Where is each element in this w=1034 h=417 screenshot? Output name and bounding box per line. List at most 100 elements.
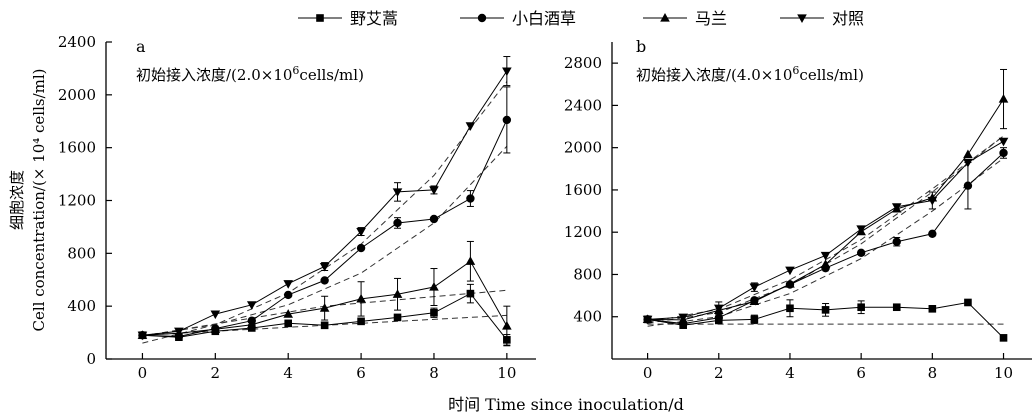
series-circle [643, 147, 1008, 328]
data-point [319, 262, 330, 272]
legend-label: 小白酒草 [512, 9, 576, 28]
data-point [356, 293, 366, 303]
x-tick-label: 2 [714, 364, 724, 382]
x-axis-label: 时间 Time since inoculation/d [448, 395, 684, 414]
data-point [246, 319, 257, 329]
legend-label: 马兰 [695, 9, 727, 28]
data-point [466, 289, 475, 298]
data-point [714, 313, 723, 322]
y-tick-label: 1200 [58, 192, 96, 210]
data-point [963, 181, 973, 190]
data-point [642, 315, 653, 325]
y-tick-label: 800 [67, 244, 96, 262]
data-point [392, 289, 403, 298]
data-point [502, 67, 512, 77]
y-axis-label-english: Cell concentration/(× 10⁴ cells/ml) [30, 68, 48, 331]
y-tick-label: 2000 [564, 139, 602, 157]
data-point [785, 278, 795, 288]
x-tick-label: 0 [643, 364, 653, 382]
data-point [928, 229, 937, 238]
y-tick-label: 2400 [58, 33, 96, 51]
series-line [647, 140, 1004, 320]
series-triangle-up [642, 68, 1009, 324]
data-point [284, 319, 293, 328]
data-point [856, 248, 866, 258]
legend-entry: 野艾蒿 [298, 9, 398, 28]
panel-letter: b [636, 37, 646, 56]
data-point [174, 327, 184, 337]
data-point [963, 149, 973, 159]
legend: 野艾蒿 小白酒草 马兰 对照 [298, 9, 864, 28]
data-point [928, 305, 937, 313]
series-triangle-down [642, 137, 1009, 325]
x-tick-label: 8 [928, 364, 938, 382]
x-tick-label: 6 [856, 364, 866, 382]
legend-entry: 对照 [780, 9, 864, 28]
data-point [892, 303, 901, 312]
data-point [429, 282, 439, 291]
panel-annotation: 初始接入浓度/(4.0×106cells/ml) [636, 64, 864, 84]
data-point [137, 331, 148, 341]
y-tick-label: 2800 [564, 54, 602, 72]
data-point [749, 296, 760, 306]
x-tick-label: 8 [429, 364, 439, 382]
x-tick-label: 0 [138, 364, 148, 382]
data-point [820, 259, 831, 269]
y-tick-label: 0 [86, 350, 96, 368]
x-tick-label: 10 [497, 364, 516, 382]
data-point [284, 290, 293, 300]
legend-marker [477, 13, 487, 23]
data-point [210, 324, 221, 333]
legend-entry: 马兰 [643, 9, 727, 28]
data-point [319, 303, 330, 312]
y-tick-label: 1600 [564, 181, 602, 199]
data-point [820, 251, 831, 261]
series-triangle-down [137, 56, 512, 341]
y-tick-label: 2000 [58, 86, 96, 104]
panel-annotation: 初始接入浓度/(2.0×106cells/ml) [136, 64, 364, 84]
fit-curve [142, 81, 508, 344]
data-point [210, 310, 221, 320]
legend-marker [316, 14, 324, 22]
panel-b: 400 800 1200 1600 2000 2400 2800 0 2 4 6 8 10 b 初始接入浓度… [564, 37, 1032, 382]
series-square [643, 298, 1008, 342]
data-point [856, 225, 866, 235]
series-triangle-up [137, 240, 512, 347]
data-point [465, 122, 476, 131]
data-point [786, 304, 794, 313]
y-tick-label: 400 [573, 308, 602, 326]
data-point [320, 276, 329, 285]
x-tick-label: 4 [785, 364, 795, 382]
data-point [750, 315, 759, 324]
x-tick-label: 2 [211, 364, 221, 382]
data-point [999, 334, 1008, 342]
fit-curve [647, 135, 1004, 324]
data-point [357, 317, 365, 326]
panel-letter: a [136, 37, 146, 56]
data-point [998, 94, 1009, 103]
legend-marker [797, 14, 807, 23]
data-point [713, 304, 724, 314]
panel-a: 0 400 800 1200 1600 2000 2400 0 2 4 6 8 10 a 初始接入浓度/(2… [58, 33, 536, 382]
data-point [393, 218, 402, 228]
y-tick-label: 1600 [58, 139, 96, 157]
data-point [356, 227, 366, 237]
y-tick-label: 800 [573, 265, 602, 283]
data-point [429, 214, 439, 224]
legend-marker [660, 13, 670, 22]
y-axis-label-chinese: 细胞浓度 [8, 170, 26, 230]
data-point [430, 308, 438, 317]
y-tick-label: 1200 [564, 223, 602, 241]
data-point [927, 196, 938, 206]
data-point [857, 303, 865, 312]
data-point [429, 186, 439, 195]
y-tick-label: 2400 [564, 96, 602, 114]
x-tick-label: 10 [994, 364, 1013, 382]
data-point [392, 188, 403, 197]
data-point [964, 298, 972, 307]
x-tick-label: 6 [356, 364, 366, 382]
y-tick-label: 400 [67, 297, 96, 315]
data-point [891, 203, 902, 212]
data-point [821, 306, 830, 314]
data-point [749, 283, 760, 293]
